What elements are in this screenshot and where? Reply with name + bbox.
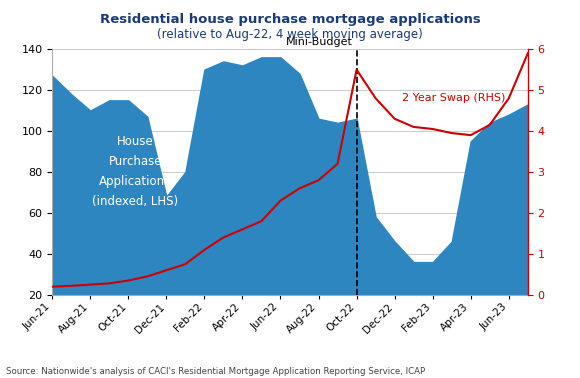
Text: Mini-Budget: Mini-Budget [286,37,353,47]
Text: Residential house purchase mortgage applications: Residential house purchase mortgage appl… [100,13,480,26]
Text: (relative to Aug-22, 4 week moving average): (relative to Aug-22, 4 week moving avera… [157,28,423,41]
Text: Source: Nationwide's analysis of CACI's Residential Mortgage Application Reporti: Source: Nationwide's analysis of CACI's … [6,367,425,376]
Text: House
Purchase
Applications
(indexed, LHS): House Purchase Applications (indexed, LH… [92,135,179,209]
Text: 2 Year Swap (RHS): 2 Year Swap (RHS) [402,93,505,103]
